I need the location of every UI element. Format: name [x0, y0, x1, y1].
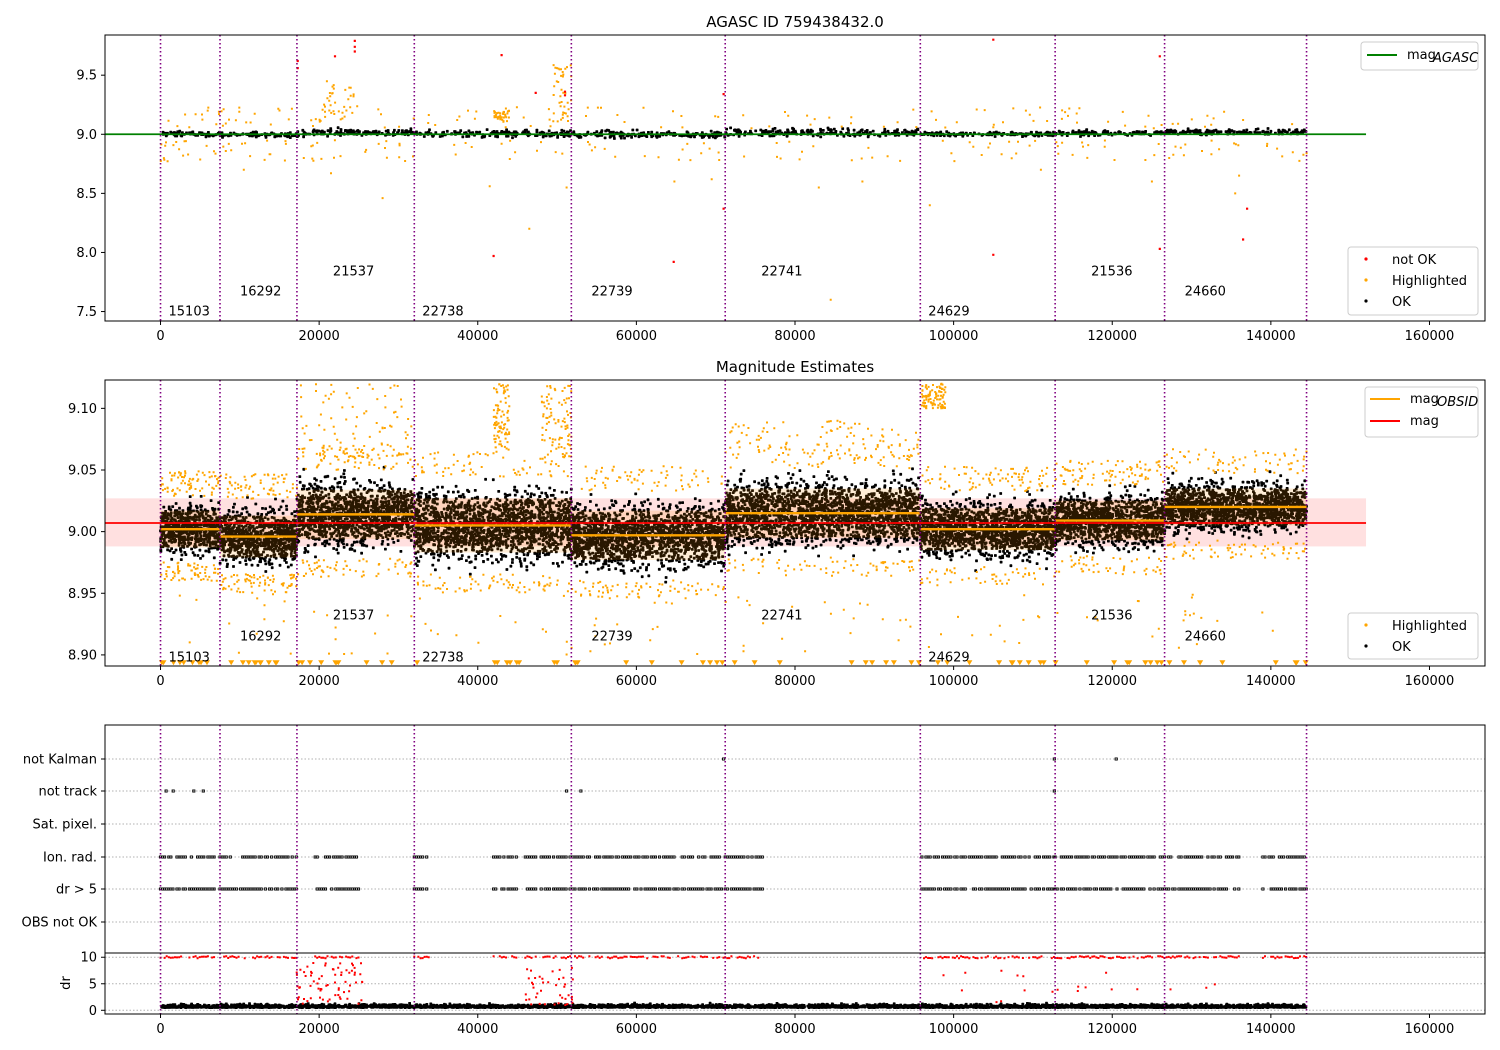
top-obsid-label: 24660 [1185, 284, 1226, 299]
middle-legend-marker [1364, 644, 1368, 648]
middle-panel: 15103 16292 21537 22738 22739 22741 24629 21536… [68, 379, 1486, 689]
top-y-tick-label: 9.0 [76, 128, 97, 143]
top-panel: 15103 16292 21537 22738 22739 22741 24629 21536… [76, 34, 1486, 344]
top-legend-label-subscript: AGASC [1432, 51, 1479, 66]
top-plot-area [105, 35, 1485, 321]
middle-obsid-label: 24629 [928, 650, 969, 665]
flags-plot-area [105, 725, 1485, 953]
flag-not-track-points [164, 789, 1056, 793]
dr-ok-points [160, 1001, 1308, 1009]
top-obsid-label: 22739 [591, 284, 632, 299]
middle-obsid-label: 16292 [240, 629, 281, 644]
middle-x-tick-label: 40000 [457, 674, 498, 689]
top-x-tick-label: 120000 [1087, 329, 1137, 344]
top-highlighted-points [159, 64, 1308, 301]
top-panel-title: AGASC ID 759438432.0 [706, 13, 884, 31]
dr-y-tick-label: 0 [89, 1004, 97, 1019]
middle-highlighted-points [159, 382, 1308, 656]
dr-x-tick-label: 0 [156, 1022, 164, 1037]
dr-y-tick-label: 5 [89, 977, 97, 992]
flags-row-label: not track [38, 785, 97, 800]
top-legend-upper [1360, 41, 1479, 71]
dr-y-tick-label: 10 [80, 951, 97, 966]
flags-row-label: dr > 5 [56, 883, 97, 898]
top-legend-entry: Highlighted [1392, 274, 1467, 289]
middle-x-tick-label: 20000 [298, 674, 339, 689]
middle-obsid-label: 24660 [1185, 629, 1226, 644]
middle-out-of-range-markers [158, 660, 1309, 666]
top-obsid-label: 15103 [169, 305, 210, 320]
top-not-ok-points [296, 38, 1249, 263]
middle-obsid-label: 22738 [422, 650, 463, 665]
top-x-tick-label: 20000 [298, 329, 339, 344]
middle-x-tick-label: 120000 [1087, 674, 1137, 689]
top-legend-marker [1364, 299, 1368, 303]
dr-x-tick-label: 120000 [1087, 1022, 1137, 1037]
dr-x-tick-label: 100000 [929, 1022, 979, 1037]
middle-x-tick-label: 160000 [1405, 674, 1455, 689]
middle-legend-entry: Highlighted [1392, 619, 1467, 634]
top-obsid-label: 22738 [422, 305, 463, 320]
flags-row-label: not Kalman [23, 753, 97, 768]
middle-obsid-label: 22739 [591, 629, 632, 644]
top-y-tick-label: 8.5 [76, 187, 97, 202]
top-x-tick-label: 60000 [616, 329, 657, 344]
middle-y-tick-label: 9.10 [68, 402, 97, 417]
top-legend-marker [1364, 278, 1368, 282]
flags-panel: not Kalman not track Sat. pixel. Ion. rad. d… [22, 724, 1486, 954]
middle-legend-label-subscript: OBSID [1437, 395, 1478, 410]
middle-legend-entry: OK [1392, 640, 1411, 655]
dr-x-tick-label: 40000 [457, 1022, 498, 1037]
middle-obsid-label: 21536 [1091, 608, 1132, 623]
middle-obsid-label: 21537 [333, 608, 374, 623]
top-x-tick-label: 0 [156, 329, 164, 344]
dr-x-tick-label: 160000 [1405, 1022, 1455, 1037]
dr-axis-label: dr [59, 976, 74, 990]
top-y-tick-label: 9.5 [76, 69, 97, 84]
flags-row-label: OBS not OK [22, 916, 98, 931]
middle-legend-label: mag [1410, 392, 1439, 407]
top-obsid-label: 21537 [333, 264, 374, 279]
top-y-tick-label: 7.5 [76, 305, 97, 320]
middle-y-tick-label: 9.00 [68, 525, 97, 540]
top-legend-entry: OK [1392, 295, 1411, 310]
top-obsid-label: 16292 [240, 284, 281, 299]
dr-x-tick-label: 20000 [298, 1022, 339, 1037]
dr-x-tick-label: 80000 [774, 1022, 815, 1037]
top-x-tick-label: 100000 [929, 329, 979, 344]
middle-obsid-label: 15103 [169, 650, 210, 665]
flags-row-label: Sat. pixel. [33, 818, 97, 833]
top-x-tick-label: 160000 [1405, 329, 1455, 344]
top-legend-marker [1364, 257, 1368, 261]
middle-x-tick-label: 140000 [1246, 674, 1296, 689]
top-obsid-label: 22741 [761, 264, 802, 279]
flags-row-label: Ion. rad. [43, 851, 97, 866]
dr-panel: 0 20000 40000 60000 80000 100000 120000 140000 1… [59, 951, 1486, 1037]
top-obsid-label: 24629 [928, 305, 969, 320]
middle-x-tick-label: 60000 [616, 674, 657, 689]
middle-y-tick-label: 9.05 [68, 463, 97, 478]
flag-ion-rad-points [158, 855, 1306, 859]
middle-legend-marker [1364, 623, 1368, 627]
dr-x-tick-label: 60000 [616, 1022, 657, 1037]
middle-x-tick-label: 80000 [774, 674, 815, 689]
top-obsid-label: 21536 [1091, 264, 1132, 279]
top-legend-lower [1347, 246, 1479, 316]
top-y-tick-label: 8.0 [76, 246, 97, 261]
middle-x-tick-label: 100000 [929, 674, 979, 689]
middle-y-tick-label: 8.95 [68, 587, 97, 602]
middle-y-tick-label: 8.90 [68, 648, 97, 663]
top-legend-label: mag [1407, 48, 1436, 63]
top-x-tick-label: 140000 [1246, 329, 1296, 344]
top-x-tick-label: 80000 [774, 329, 815, 344]
middle-x-tick-label: 0 [156, 674, 164, 689]
dr-x-tick-label: 140000 [1246, 1022, 1296, 1037]
middle-legend-label: mag [1410, 414, 1439, 429]
middle-panel-title: Magnitude Estimates [716, 358, 874, 376]
middle-legend-lower [1347, 612, 1479, 660]
middle-obsid-label: 22741 [761, 608, 802, 623]
top-legend-entry: not OK [1392, 253, 1437, 268]
top-x-tick-label: 40000 [457, 329, 498, 344]
